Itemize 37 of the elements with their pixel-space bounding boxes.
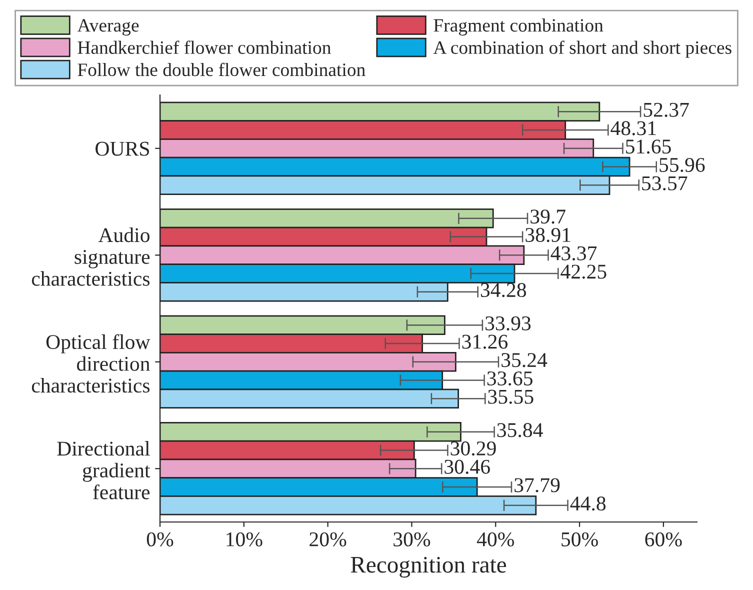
data-label: 51.65 [626, 140, 671, 154]
x-tick-label: 60% [645, 532, 682, 546]
data-label: 34.28 [480, 283, 526, 298]
y-tick-label: OURS [96, 142, 149, 156]
x-tick-label: 10% [226, 532, 262, 546]
data-label: 31.26 [462, 334, 508, 349]
data-label: 53.57 [642, 176, 688, 190]
y-tick-label: Directional gradient feature [57, 441, 150, 500]
x-tick-label: 40% [476, 532, 514, 546]
data-label: 39.7 [530, 210, 566, 224]
data-label: 44.8 [570, 496, 606, 511]
data-label: 43.37 [550, 246, 597, 260]
y-tick-label: Audio signature characteristics [32, 228, 150, 286]
data-label: 33.93 [486, 316, 531, 330]
data-label: 42.25 [560, 264, 606, 279]
data-label: 35.84 [497, 423, 543, 438]
data-label: 33.65 [487, 371, 532, 386]
data-label: 38.91 [526, 228, 570, 242]
data-label: 48.31 [610, 121, 656, 136]
y-tick-label: Optical flow direction characteristics [32, 334, 150, 393]
x-tick-label: 50% [562, 532, 598, 546]
x-axis-title: Recognition rate [350, 556, 506, 578]
x-tick-label: 20% [310, 532, 346, 546]
data-label: 37.79 [514, 478, 560, 492]
legend-label: Handkerchief flower combination [78, 40, 331, 54]
data-label: 55.96 [660, 158, 705, 172]
data-label: 30.46 [444, 460, 490, 474]
legend-label: Fragment combination [434, 18, 604, 36]
legend-label: Average [77, 19, 139, 36]
data-label: 52.37 [644, 102, 689, 117]
x-tick-label: 30% [394, 532, 430, 546]
data-label: 35.24 [502, 353, 548, 368]
legend-label: Follow the double flower combination [78, 62, 366, 76]
data-label: 30.29 [450, 441, 496, 456]
x-tick-label: 0% [146, 532, 174, 546]
data-label: 35.55 [488, 390, 534, 404]
legend-label: A combination of short and short pieces [433, 40, 732, 58]
